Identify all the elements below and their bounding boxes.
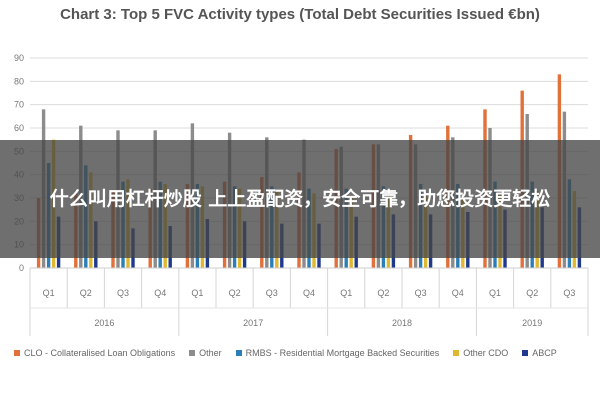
x-tick-label: Q2 [80, 288, 92, 298]
legend-label: CLO - Collateralised Loan Obligations [24, 348, 176, 358]
legend-label: Other CDO [463, 348, 509, 358]
legend-item: Other CDO [453, 348, 508, 358]
legend-item: RMBS - Residential Mortgage Backed Secur… [235, 348, 440, 358]
x-tick-label: Q3 [563, 288, 575, 298]
legend-swatch [14, 350, 20, 356]
x-tick-label: Q2 [229, 288, 241, 298]
ad-banner-text: 什么叫用杠杆炒股 上上盈配资，安全可靠，助您投资更轻松 [49, 188, 551, 210]
legend-item: ABCP [522, 348, 557, 358]
y-tick-label: 90 [14, 53, 24, 63]
y-tick-label: 0 [19, 263, 24, 273]
x-tick-label: Q3 [117, 288, 129, 298]
x-tick-label: Q1 [43, 288, 55, 298]
legend-item: Other [189, 348, 222, 358]
x-tick-label: Q1 [340, 288, 352, 298]
y-tick-label: 60 [14, 123, 24, 133]
legend-item: CLO - Collateralised Loan Obligations [14, 348, 175, 358]
y-tick-label: 70 [14, 100, 24, 110]
year-group-label: 2019 [522, 318, 542, 328]
x-tick-label: Q3 [415, 288, 427, 298]
year-group-label: 2017 [243, 318, 263, 328]
legend-swatch [522, 350, 529, 356]
chart-title: Chart 3: Top 5 FVC Activity types (Total… [60, 6, 540, 23]
legend-swatch [235, 350, 242, 356]
year-group-label: 2018 [392, 318, 412, 328]
legend-swatch [453, 350, 460, 356]
legend-swatch [189, 350, 196, 356]
x-tick-label: Q2 [526, 288, 538, 298]
y-tick-label: 80 [14, 76, 24, 86]
x-tick-label: Q1 [489, 288, 501, 298]
year-group-label: 2016 [94, 318, 114, 328]
chart-legend: CLO - Collateralised Loan Obligations Oth… [14, 348, 594, 358]
x-tick-label: Q2 [377, 288, 389, 298]
legend-label: RMBS - Residential Mortgage Backed Secur… [245, 348, 440, 358]
legend-label: Other [199, 348, 222, 358]
x-tick-label: Q4 [452, 288, 464, 298]
x-tick-label: Q3 [266, 288, 278, 298]
x-tick-label: Q4 [154, 288, 166, 298]
ad-banner[interactable]: 什么叫用杠杆炒股 上上盈配资，安全可靠，助您投资更轻松 [0, 140, 600, 258]
x-tick-label: Q4 [303, 288, 315, 298]
x-tick-label: Q1 [191, 288, 203, 298]
legend-label: ABCP [532, 348, 557, 358]
